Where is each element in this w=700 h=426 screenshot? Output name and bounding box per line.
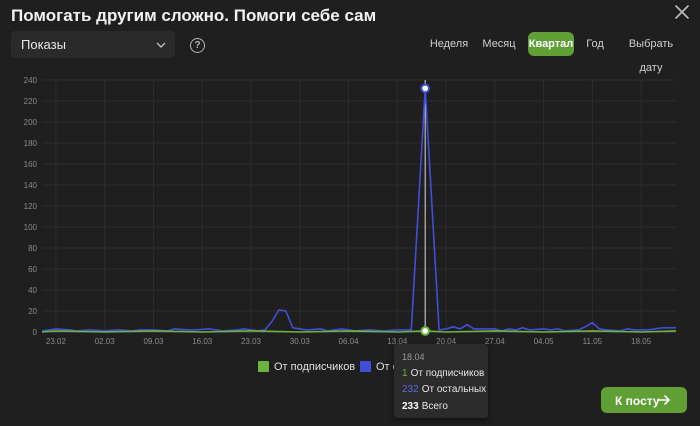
x-tick-label: 23.03 <box>241 337 262 346</box>
series-line <box>41 87 676 332</box>
page-title: Помогать другим сложно. Помоги себе сам <box>11 6 377 25</box>
x-tick-label: 09.03 <box>143 337 164 346</box>
tooltip-label: От остальных <box>421 384 487 395</box>
tooltip-row-total: 233 Всего <box>402 401 448 412</box>
y-tick-label: 160 <box>24 160 38 169</box>
x-tick-label: 04.05 <box>534 337 555 346</box>
y-tick-label: 140 <box>24 181 38 190</box>
tooltip-row-others: 232 От остальных <box>402 384 486 395</box>
y-tick-label: 60 <box>28 265 37 274</box>
period-week[interactable]: Неделя <box>429 38 469 50</box>
x-tick-label: 30.03 <box>290 337 311 346</box>
to-post-button[interactable]: К посту <box>601 387 687 413</box>
to-post-label: К посту <box>615 394 660 408</box>
y-tick-label: 200 <box>24 118 38 127</box>
tooltip-value: 1 <box>402 368 408 379</box>
x-tick-label: 20.04 <box>436 337 457 346</box>
metric-select-value: Показы <box>21 37 66 52</box>
y-tick-label: 240 <box>24 76 38 85</box>
period-custom-date[interactable]: Выбрать дату <box>628 38 674 74</box>
tooltip-label: Всего <box>421 401 448 412</box>
tooltip-label: От подписчиков <box>410 368 485 379</box>
legend-subscribers-swatch <box>258 361 269 372</box>
highlight-point <box>420 83 430 94</box>
tooltip-value: 233 <box>402 401 419 412</box>
tooltip-row-subscribers: 1 От подписчиков <box>402 368 484 379</box>
y-tick-label: 120 <box>24 202 38 211</box>
y-tick-label: 0 <box>33 328 38 337</box>
tooltip-value: 232 <box>402 384 419 395</box>
period-switcher: Неделя Месяц Квартал Год Выбрать дату <box>0 32 700 74</box>
y-tick-label: 80 <box>28 244 37 253</box>
metric-select[interactable]: Показы <box>11 31 175 58</box>
x-tick-label: 27.04 <box>485 337 506 346</box>
series-line <box>41 330 677 333</box>
x-tick-label: 11.05 <box>583 337 603 346</box>
close-icon[interactable] <box>672 2 692 22</box>
x-tick-label: 13.04 <box>387 337 408 346</box>
x-tick-label: 23.02 <box>46 337 67 346</box>
views-chart: 0 20 40 60 80 100 120 140 160 180 200 220 240 23.02 02… <box>24 76 677 346</box>
y-tick-label: 220 <box>24 97 38 106</box>
y-tick-label: 20 <box>28 307 37 316</box>
chevron-down-icon <box>156 42 166 48</box>
period-month[interactable]: Месяц <box>482 38 516 50</box>
y-tick-label: 40 <box>28 286 37 295</box>
tooltip-date: 18.04 <box>402 352 425 362</box>
y-tick-label: 180 <box>24 139 38 148</box>
legend-subscribers-label: От подписчиков <box>274 361 356 373</box>
period-quarter[interactable]: Квартал <box>528 32 574 56</box>
chart-tooltip: 18.04 1 От подписчиков 232 От остальных 23… <box>394 344 488 418</box>
help-icon[interactable]: ? <box>190 38 205 53</box>
x-tick-label: 06.04 <box>339 337 360 346</box>
x-tick-label: 02.03 <box>95 337 116 346</box>
legend-others-swatch <box>360 361 371 372</box>
legend-others-label: От о <box>376 361 399 373</box>
highlight-point <box>420 326 430 336</box>
period-year[interactable]: Год <box>586 38 604 50</box>
x-tick-label: 16.03 <box>192 337 213 346</box>
arrow-right-icon <box>657 395 670 405</box>
x-tick-label: 18.05 <box>631 337 652 346</box>
y-tick-label: 100 <box>24 223 38 232</box>
